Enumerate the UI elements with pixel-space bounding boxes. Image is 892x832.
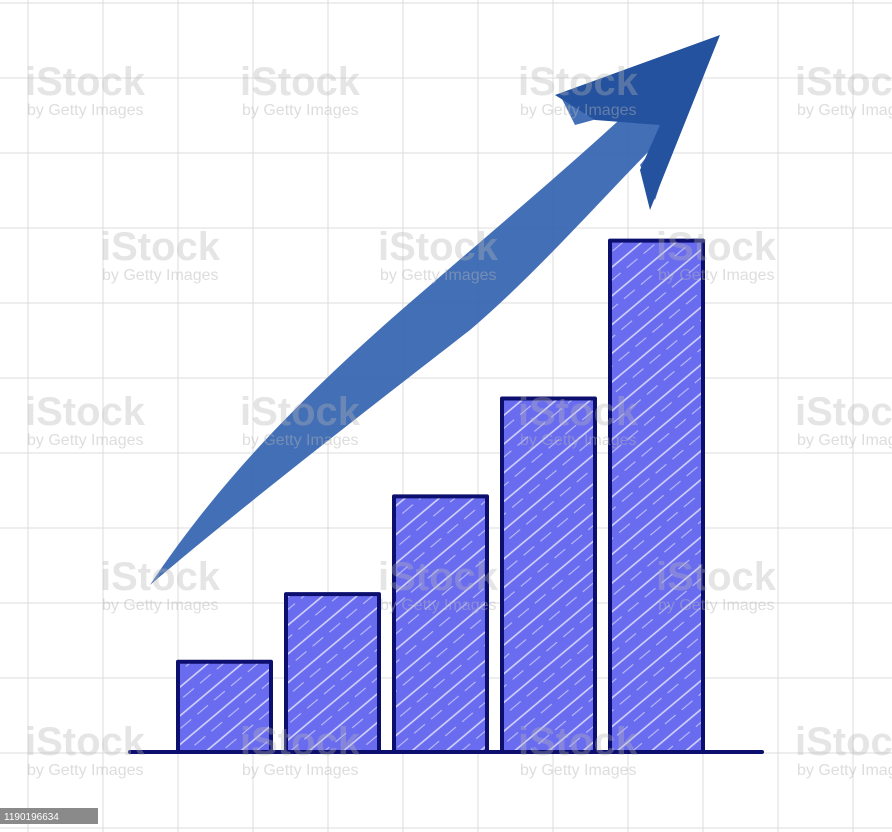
watermark-brand: iStock [25, 390, 146, 434]
watermark-credit: by Getty Images [380, 267, 497, 284]
watermark-credit: by Getty Images [102, 597, 219, 614]
watermark-credit: by Getty Images [520, 102, 637, 119]
watermark-credit: by Getty Images [27, 102, 144, 119]
bar-hatch [610, 241, 703, 752]
watermark-brand: iStock [25, 60, 146, 104]
watermark-brand: iStock [100, 555, 221, 599]
watermark-credit: by Getty Images [797, 432, 892, 449]
watermark-brand: iStock [240, 60, 361, 104]
watermark-brand: iStock [518, 720, 639, 764]
image-id: 1190196634 [4, 812, 59, 823]
watermark-credit: by Getty Images [27, 762, 144, 779]
watermark-brand: iStock [240, 720, 361, 764]
chart: iStockby Getty ImagesiStockby Getty Imag… [0, 0, 892, 832]
watermark-brand: iStock [656, 555, 777, 599]
watermark-credit: by Getty Images [242, 432, 359, 449]
watermark-credit: by Getty Images [242, 102, 359, 119]
watermark-brand: iStock [518, 390, 639, 434]
watermark-brand: iStock [100, 225, 221, 269]
watermark-brand: iStock [656, 225, 777, 269]
watermark-credit: by Getty Images [520, 762, 637, 779]
watermark-credit: by Getty Images [520, 432, 637, 449]
watermark-brand: iStock [240, 390, 361, 434]
watermark-credit: by Getty Images [658, 597, 775, 614]
watermark-credit: by Getty Images [797, 102, 892, 119]
watermark-credit: by Getty Images [242, 762, 359, 779]
watermark-brand: iStock [795, 390, 892, 434]
watermark-brand: iStock [378, 225, 499, 269]
watermark-credit: by Getty Images [380, 597, 497, 614]
watermark-brand: iStock [795, 60, 892, 104]
watermark-credit: by Getty Images [797, 762, 892, 779]
watermark-brand: iStock [518, 60, 639, 104]
bar-hatch [502, 399, 595, 752]
watermark-credit: by Getty Images [27, 432, 144, 449]
watermark-brand: iStock [378, 555, 499, 599]
watermark-credit: by Getty Images [658, 267, 775, 284]
watermark-brand: iStock [795, 720, 892, 764]
bar-hatch [394, 496, 487, 752]
watermark-brand: iStock [25, 720, 146, 764]
watermark-credit: by Getty Images [102, 267, 219, 284]
